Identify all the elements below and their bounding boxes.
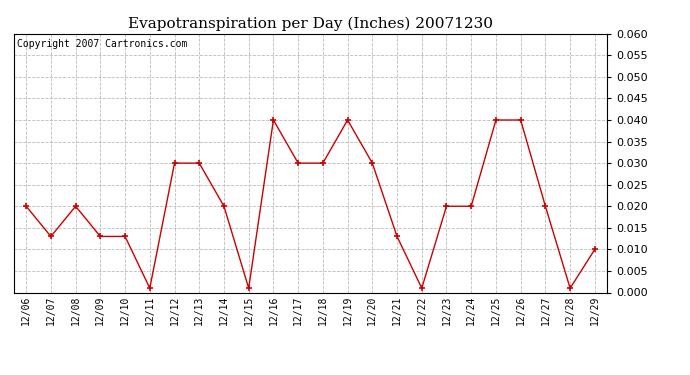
Text: Copyright 2007 Cartronics.com: Copyright 2007 Cartronics.com bbox=[17, 39, 187, 49]
Title: Evapotranspiration per Day (Inches) 20071230: Evapotranspiration per Day (Inches) 2007… bbox=[128, 17, 493, 31]
